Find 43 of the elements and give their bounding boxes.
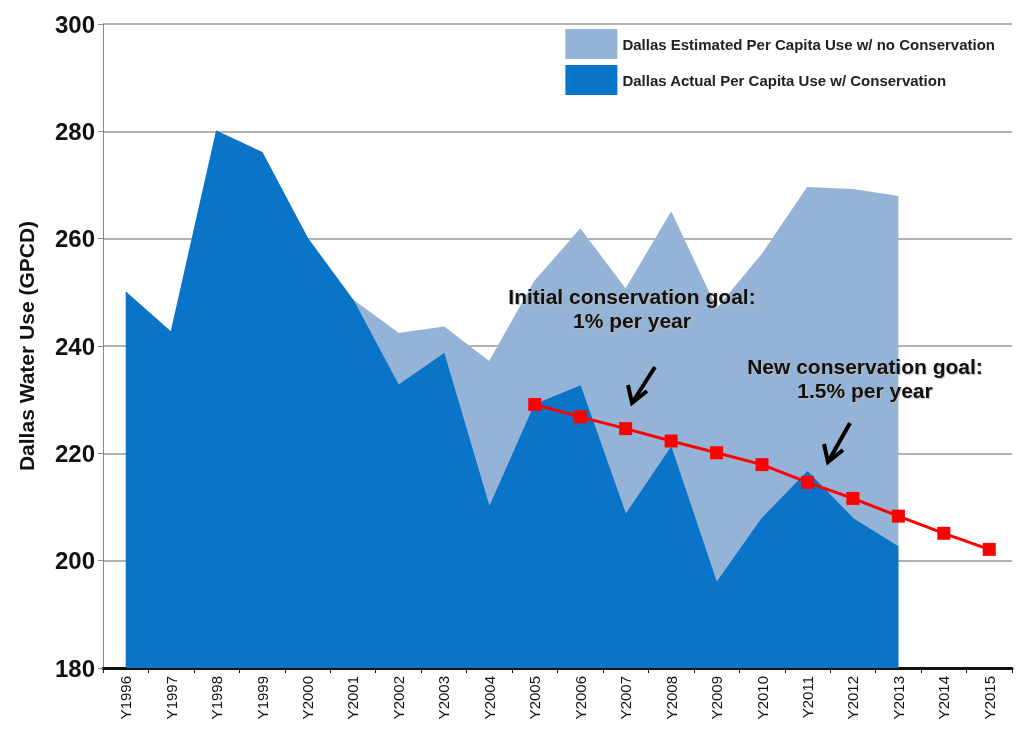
x-tick-label: Y1996 xyxy=(117,676,135,720)
annotation: Initial conservation goal: 1% per year xyxy=(508,285,756,333)
point xyxy=(755,458,769,472)
point xyxy=(664,434,678,448)
x-tick-label: Y2005 xyxy=(526,676,544,720)
point xyxy=(619,422,633,436)
x-tick-label: Y2007 xyxy=(617,676,635,720)
point xyxy=(710,446,724,460)
legend-label: Dallas Actual Per Capita Use w/ Conservation xyxy=(622,71,947,89)
x-tick-label: Y2008 xyxy=(662,676,680,720)
x-tick-label: Y2009 xyxy=(708,676,726,720)
x-tick-label: Y2014 xyxy=(935,676,953,720)
point xyxy=(800,475,814,489)
y-tick-label: 240 xyxy=(54,332,95,360)
y-tick-label: 200 xyxy=(54,547,95,575)
point xyxy=(982,542,996,556)
point xyxy=(573,410,587,424)
x-tick-label: Y2002 xyxy=(389,676,407,720)
x-tick-label: Y2000 xyxy=(299,676,317,720)
y-tick-label: 180 xyxy=(54,654,95,682)
y-tick-label: 220 xyxy=(54,439,95,467)
x-tick-label: Y2013 xyxy=(889,676,907,720)
y-axis-title: Dallas Water Use (GPCD) xyxy=(15,220,38,472)
x-tick-label: Y2004 xyxy=(480,676,498,720)
y-tick-label: 300 xyxy=(54,10,95,38)
y-tick-label: 260 xyxy=(54,225,95,253)
x-tick-label: Y2006 xyxy=(571,676,589,720)
x-tick-label: Y2001 xyxy=(344,676,362,720)
y-tick-label: 280 xyxy=(54,117,95,145)
point xyxy=(528,398,542,411)
x-tick-label: Y1997 xyxy=(162,676,180,720)
point xyxy=(846,491,860,505)
x-tick-label: Y2015 xyxy=(980,676,998,720)
x-tick-label: Y2010 xyxy=(753,676,771,720)
point xyxy=(891,509,905,523)
x-tick-label: Y1998 xyxy=(208,676,226,720)
x-tick-label: Y2011 xyxy=(798,676,816,719)
x-tick-label: Y1999 xyxy=(253,676,271,720)
annotation: New conservation goal: 1.5% per year xyxy=(747,355,983,403)
x-tick-label: Y2012 xyxy=(844,676,862,720)
legend-label: Dallas Estimated Per Capita Use w/ no Conservation xyxy=(622,35,996,53)
point xyxy=(937,526,951,540)
x-tick-label: Y2003 xyxy=(435,676,453,720)
